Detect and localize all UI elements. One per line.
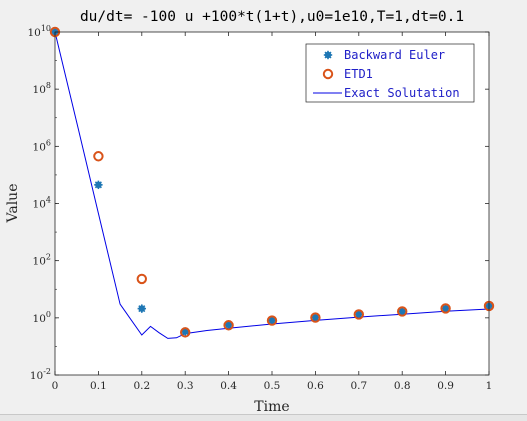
marker-layer: [49, 26, 495, 338]
series-line-exact: [54, 31, 490, 339]
x-tick-label: 0.5: [264, 380, 281, 392]
window-bottom-edge: [0, 414, 527, 421]
point-etd1: [266, 315, 278, 326]
y-tick-label: 106: [33, 138, 51, 153]
x-tick-label: 1: [486, 380, 493, 392]
legend-label: ETD1: [344, 67, 373, 81]
x-tick-label: 0.8: [394, 380, 411, 392]
point-etd1: [353, 309, 364, 320]
x-tick-label: 0.6: [307, 380, 324, 392]
y-axis-label: Value: [5, 184, 21, 224]
point-backward-euler: [398, 307, 407, 316]
x-tick-label: 0.3: [177, 380, 194, 392]
legend-label: Exact Solutation: [344, 86, 460, 100]
point-etd1: [180, 327, 191, 338]
x-axis-label: Time: [254, 399, 289, 415]
point-etd1: [223, 320, 234, 331]
point-backward-euler: [94, 180, 103, 190]
x-tick-label: 0.2: [133, 380, 150, 392]
x-tick-label: 0.7: [350, 380, 367, 392]
point-backward-euler: [311, 313, 320, 322]
y-tick-label: 108: [33, 81, 51, 96]
point-etd1: [440, 303, 451, 314]
point-backward-euler: [441, 304, 450, 313]
point-etd1: [397, 306, 408, 317]
legend: Backward Euler ETD1 Exact Solutation: [305, 43, 475, 103]
legend-box: [305, 43, 475, 103]
x-tick-label: 0.4: [220, 380, 237, 392]
curve-layer: [54, 31, 490, 339]
point-etd1: [310, 312, 321, 323]
y-tick-label: 10-2: [30, 367, 51, 382]
y-tick-label: 104: [33, 196, 51, 211]
point-backward-euler: [267, 316, 277, 325]
tick-layer: 0 0.1 0.2 0.3 0.4 0.5 0.6 0.7 0.8 0.9 1 10-2 100 102 1…: [27, 24, 492, 392]
legend-swatch-backward-euler: [323, 50, 333, 60]
y-tick-label: 1010: [27, 24, 51, 39]
point-backward-euler: [137, 304, 146, 313]
legend-label: Backward Euler: [344, 48, 445, 62]
point-etd1: [93, 151, 104, 162]
legend-swatch-etd1: [322, 68, 334, 80]
y-tick-label: 102: [33, 253, 51, 268]
point-etd1: [136, 273, 148, 285]
y-tick-label: 100: [33, 310, 51, 325]
chart-title: du/dt= -100 u +100*t(1+t),u0=1e10,T=1,dt…: [80, 9, 464, 25]
x-tick-label: 0.1: [90, 380, 107, 392]
point-backward-euler: [354, 310, 363, 319]
x-tick-label: 0: [52, 380, 59, 392]
x-tick-label: 0.9: [437, 380, 454, 392]
